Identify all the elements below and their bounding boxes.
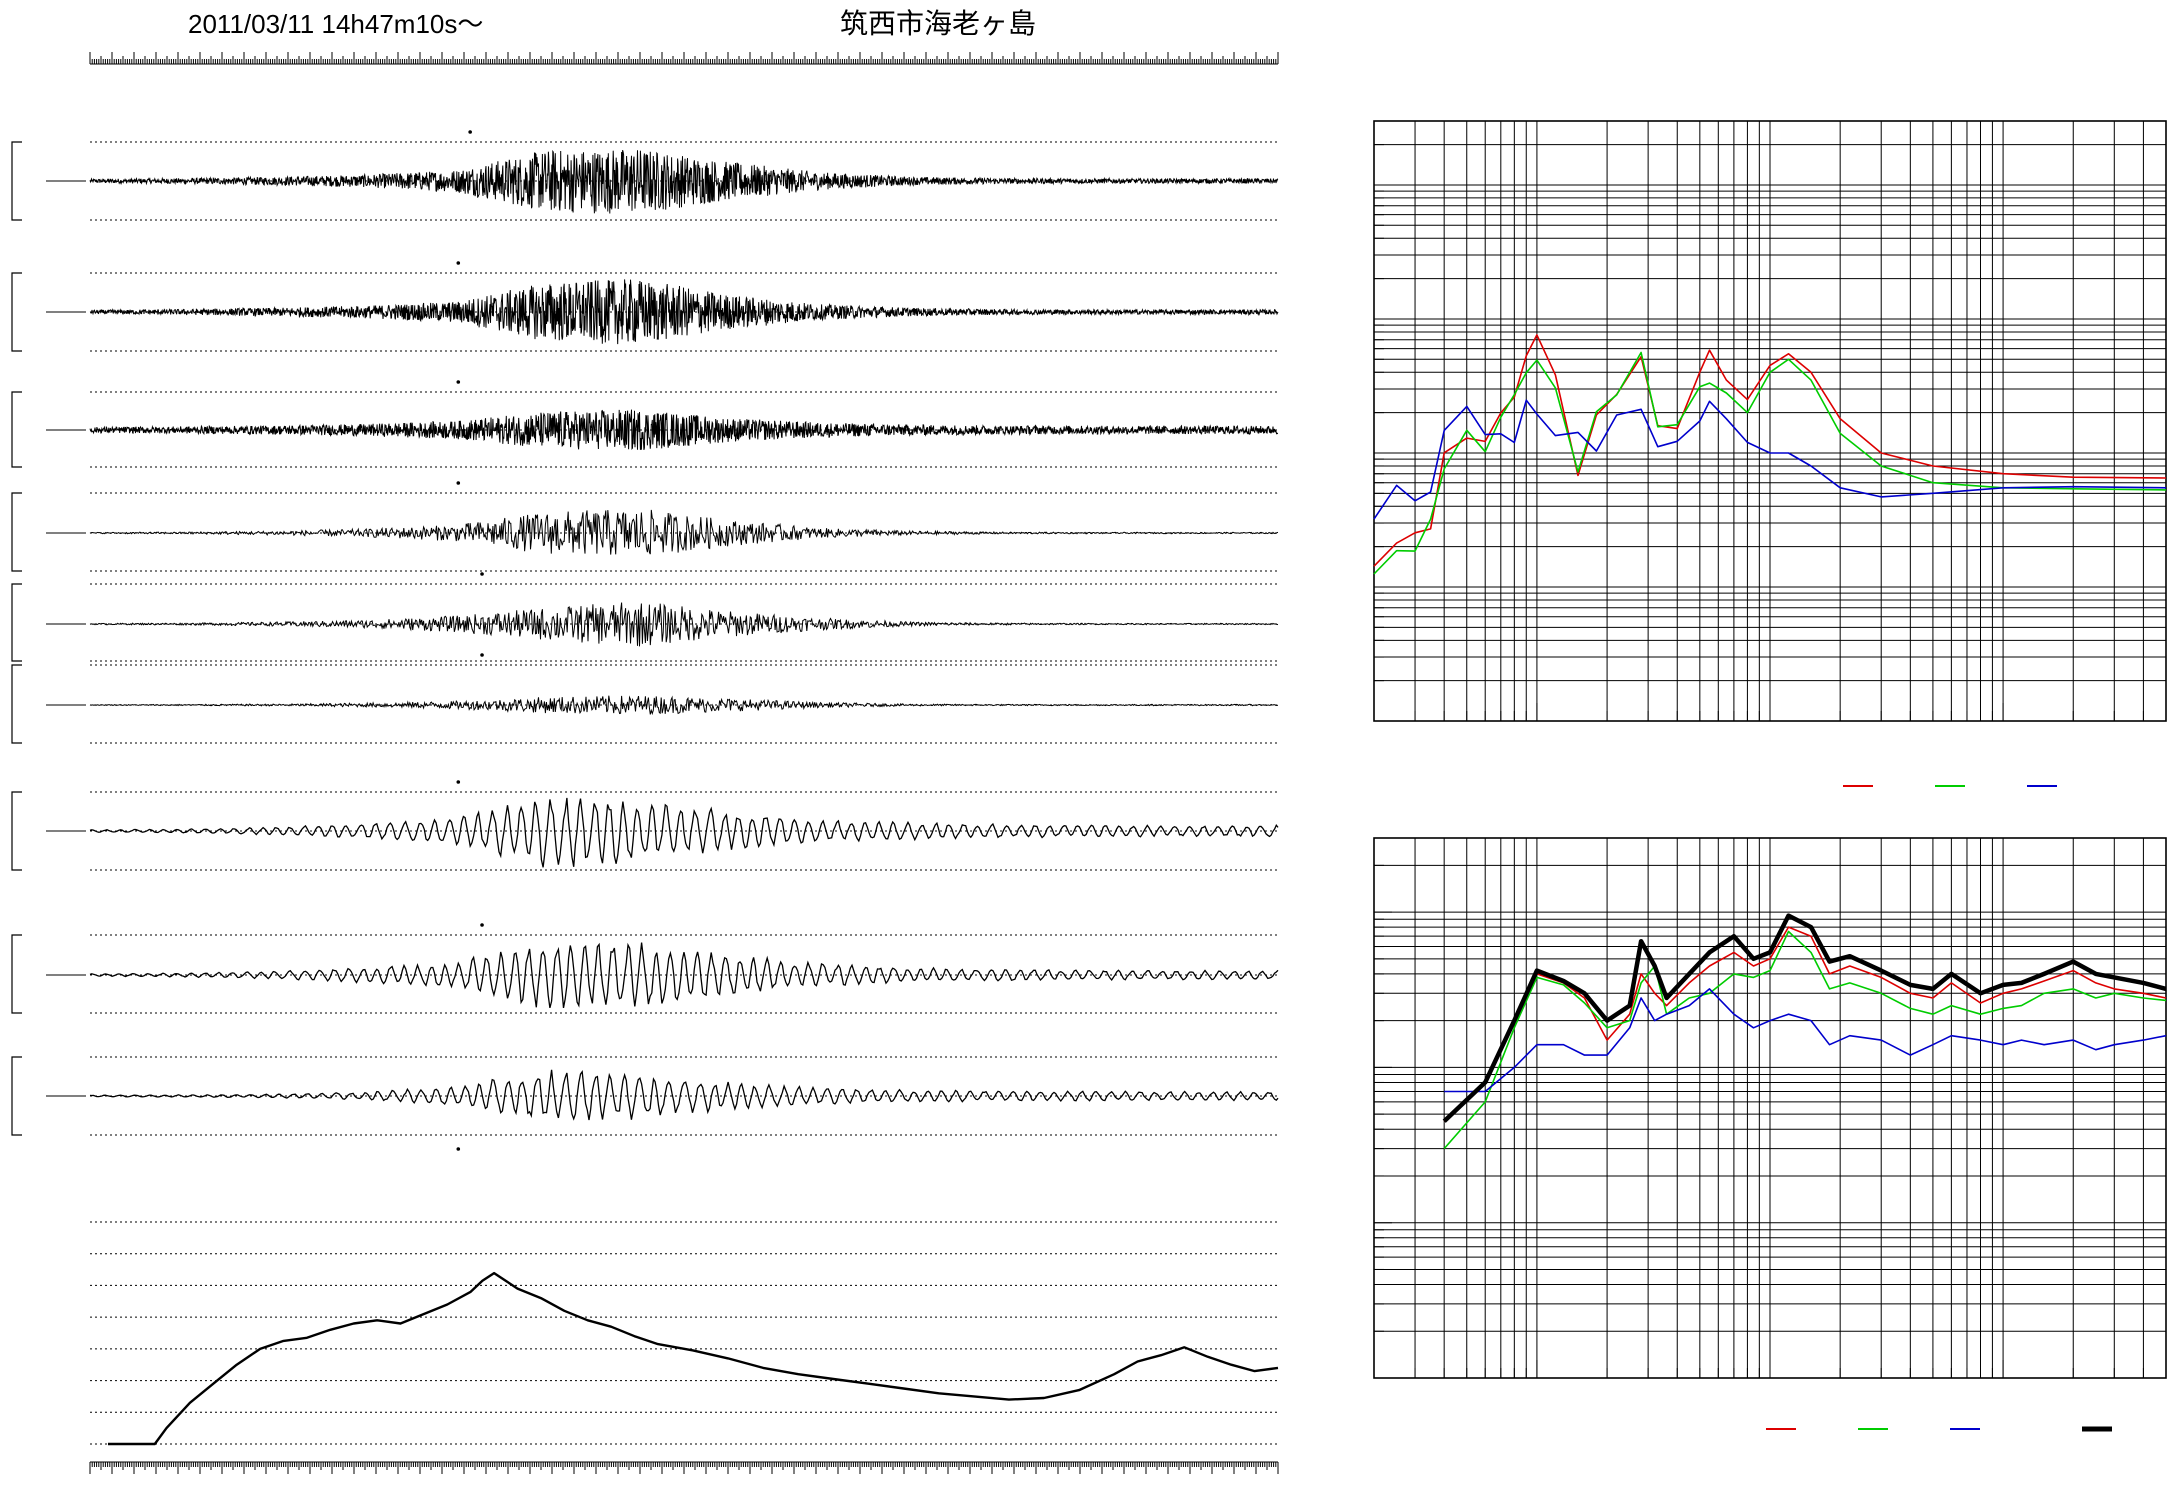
waveform-trace [89, 149, 1279, 214]
waveform-peak-marker [480, 572, 484, 576]
spectrum-series-line [1443, 930, 2167, 1150]
bottom-time-axis [89, 1461, 1279, 1474]
waveform-trace [89, 1069, 1279, 1121]
waveform-bracket [11, 141, 22, 221]
waveform-bracket [11, 1056, 22, 1136]
waveform-bracket [11, 272, 22, 352]
waveform-panel [11, 780, 1279, 871]
waveform-bracket [11, 934, 22, 1014]
waveform-bracket [11, 664, 22, 744]
fourier-spectrum-chart [1373, 120, 2167, 787]
waveform-panel [11, 653, 1279, 744]
waveform-bracket [11, 583, 22, 662]
intensity-series-line [108, 1271, 1279, 1446]
waveform-bracket [11, 391, 22, 468]
waveform-peak-marker [456, 780, 461, 784]
waveform-panel [11, 572, 1279, 662]
waveform-trace [89, 409, 1279, 451]
waveform-trace [89, 942, 1279, 1009]
waveform-panel [11, 130, 1279, 221]
waveform-trace [89, 279, 1279, 345]
spectrum-series-line [1443, 926, 2167, 1122]
waveform-peak-marker [456, 481, 461, 485]
waveform-bracket [11, 791, 22, 871]
spectrum-series-line [1373, 334, 2167, 567]
waveform-panel [11, 1056, 1279, 1151]
waveform-panel [11, 923, 1279, 1014]
velocity-response-spectrum-chart [1373, 837, 2167, 1432]
waveform-bracket [11, 492, 22, 572]
waveform-trace [89, 602, 1279, 647]
waveform-trace [89, 797, 1279, 868]
spectrum-series-line [1373, 351, 2167, 575]
waveform-peak-marker [456, 261, 461, 265]
record-datetime: 2011/03/11 14h47m10s～ [188, 9, 483, 39]
intensity-chart [89, 1221, 1279, 1474]
waveform-panel [11, 481, 1279, 572]
waveform-peak-marker [468, 130, 472, 134]
waveform-peak-marker [480, 653, 484, 657]
spectrum-series-line [1444, 988, 2167, 1093]
top-time-axis [89, 52, 1279, 65]
spectrum-series-line [1442, 913, 2167, 1123]
waveform-peak-marker [480, 923, 484, 927]
waveform-peak-marker [456, 1147, 461, 1151]
spectrum-series-line [1373, 399, 2167, 520]
waveform-peak-marker [456, 380, 461, 384]
station-name: 筑西市海老ヶ島 [840, 8, 1036, 39]
waveform-trace [89, 695, 1279, 716]
waveform-trace [89, 509, 1279, 555]
waveform-panel [11, 380, 1279, 468]
waveform-panels [11, 130, 1279, 1151]
waveform-panel [11, 261, 1279, 352]
